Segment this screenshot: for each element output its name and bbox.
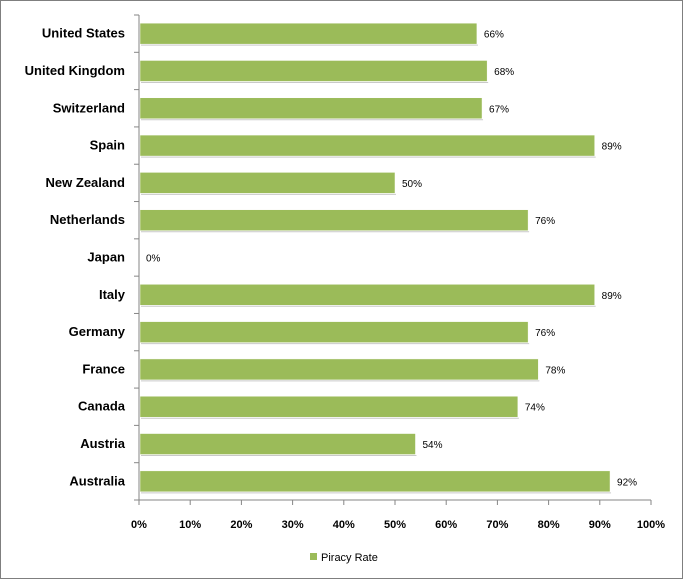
value-label: 66%: [484, 30, 504, 41]
x-tick-label: 30%: [282, 519, 304, 531]
value-labels: 66% 68% 67% 89% 50% 76% 0% 89% 76% 78% 74% 54% 92%: [146, 30, 637, 489]
x-tick-label: 100%: [637, 519, 665, 531]
value-label: 92%: [617, 477, 637, 488]
category-label: France: [82, 361, 125, 376]
x-tick-label: 80%: [538, 519, 560, 531]
bar: [139, 134, 595, 157]
bar: [139, 97, 483, 120]
value-label: 76%: [535, 328, 555, 339]
category-label: New Zealand: [46, 175, 126, 190]
category-label: Germany: [69, 324, 126, 339]
x-tick-label: 10%: [179, 519, 201, 531]
x-tick-label: 40%: [333, 519, 355, 531]
x-tick-label: 0%: [131, 519, 147, 531]
value-label: 67%: [489, 104, 509, 115]
value-label: 68%: [494, 67, 514, 78]
bar: [139, 22, 478, 45]
bars-group: [139, 22, 612, 494]
bar: [139, 209, 529, 231]
value-label: 0%: [146, 254, 161, 265]
value-label: 78%: [545, 365, 565, 376]
bar: [139, 284, 595, 306]
x-tick-label: 50%: [384, 519, 406, 531]
x-tick-label: 70%: [486, 519, 508, 531]
category-labels: United States United Kingdom Switzerland Sp…: [25, 26, 126, 489]
plot-area: [134, 14, 652, 505]
value-label: 89%: [602, 142, 622, 153]
category-label: Japan: [87, 250, 125, 265]
category-label: United Kingdom: [25, 63, 125, 78]
bar: [139, 395, 519, 418]
x-axis-ticks: 0% 10% 20% 30% 40% 50% 60% 70% 80% 90% 100%: [131, 519, 665, 531]
category-label: Australia: [69, 473, 125, 488]
category-label: Italy: [99, 287, 126, 302]
category-label: Netherlands: [50, 212, 125, 227]
value-label: 50%: [402, 179, 422, 190]
bar: [139, 60, 488, 82]
value-label: 89%: [602, 291, 622, 302]
legend: Piracy Rate: [310, 552, 378, 564]
x-tick-label: 90%: [589, 519, 611, 531]
value-label: 74%: [525, 403, 545, 414]
bar: [139, 433, 416, 455]
bar: [139, 358, 539, 381]
x-tick-label: 20%: [230, 519, 252, 531]
legend-swatch: [310, 553, 317, 560]
bar: [139, 470, 611, 493]
value-label: 76%: [535, 216, 555, 227]
category-label: Switzerland: [53, 100, 125, 115]
category-label: United States: [42, 26, 125, 41]
category-label: Austria: [80, 436, 126, 451]
legend-label: Piracy Rate: [321, 552, 378, 564]
bar: [139, 321, 529, 343]
category-label: Spain: [90, 138, 125, 153]
x-tick-label: 60%: [435, 519, 457, 531]
bar: [139, 172, 396, 194]
value-label: 54%: [422, 440, 442, 451]
category-label: Canada: [78, 399, 126, 414]
